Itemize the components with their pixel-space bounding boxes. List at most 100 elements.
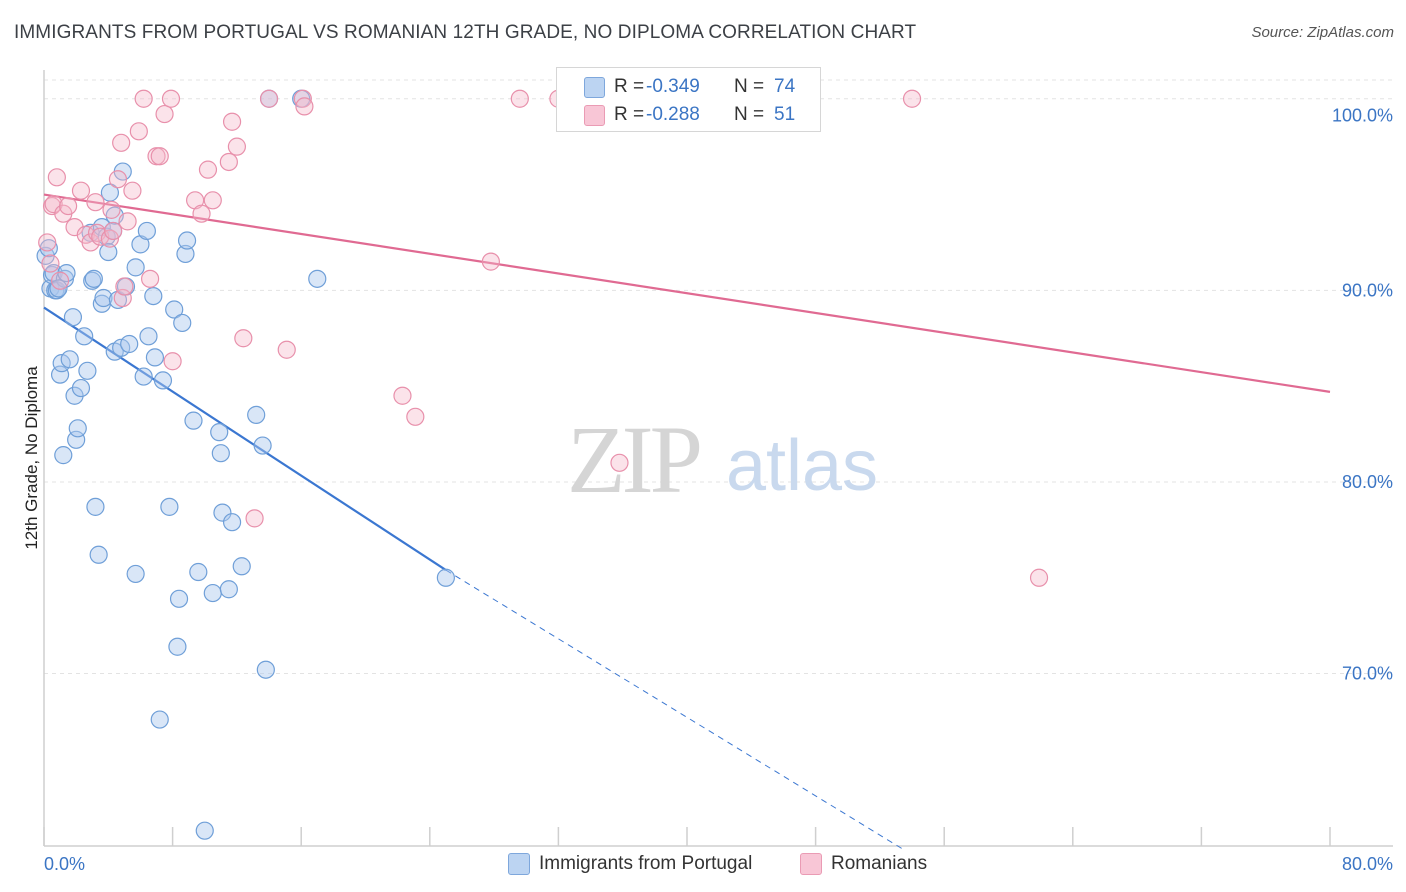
trend-line-portugal-extrapolated <box>445 569 905 851</box>
data-point-romanians <box>1029 568 1049 587</box>
data-point-portugal <box>126 564 145 584</box>
data-point-portugal <box>173 313 192 333</box>
data-point-romanians <box>219 152 238 172</box>
data-point-portugal <box>60 350 79 369</box>
data-point-romanians <box>902 89 922 108</box>
data-point-portugal <box>126 258 145 277</box>
data-point-romanians <box>104 221 123 241</box>
trend-lines <box>43 193 1331 851</box>
data-point-portugal <box>94 288 113 308</box>
stats-legend: R = -0.349 N = 74 R = -0.288 N = 51 <box>556 67 821 132</box>
data-point-portugal <box>63 308 83 327</box>
data-point-portugal <box>137 221 156 241</box>
legend-swatch-pink <box>800 853 822 875</box>
data-point-romanians <box>108 170 128 189</box>
legend-n-label: N = <box>734 76 765 97</box>
data-point-portugal <box>153 371 173 390</box>
data-point-romanians <box>113 288 132 308</box>
data-point-romanians <box>161 89 181 108</box>
axes <box>43 70 1393 847</box>
data-point-romanians <box>393 386 412 405</box>
data-point-romanians <box>41 254 60 273</box>
data-point-portugal <box>210 423 229 442</box>
data-point-romanians <box>150 147 169 166</box>
source-label: Source: ZipAtlas.com <box>1251 24 1394 41</box>
data-point-portugal <box>169 589 189 608</box>
legend-r-value: -0.288 <box>646 104 700 125</box>
trend-line-portugal <box>43 306 447 572</box>
data-point-romanians <box>227 137 246 156</box>
data-point-portugal <box>203 583 222 603</box>
data-point-romanians <box>198 160 218 179</box>
data-point-romanians <box>510 89 529 108</box>
legend-swatch-blue <box>508 853 530 875</box>
tick-labels: 70.0% 80.0% 90.0% 100.0% 0.0% 80.0% <box>44 106 1393 874</box>
legend-r-value: -0.349 <box>646 76 700 97</box>
legend-r-label: R = <box>614 76 645 97</box>
data-point-portugal <box>436 568 455 587</box>
data-point-portugal <box>211 444 230 463</box>
data-point-portugal <box>139 327 158 346</box>
legend-label-portugal: Immigrants from Portugal <box>539 853 753 874</box>
data-point-portugal <box>222 513 242 532</box>
data-point-romanians <box>44 195 63 214</box>
data-point-romanians <box>47 168 66 187</box>
data-point-portugal <box>145 348 165 367</box>
data-point-portugal <box>120 334 139 354</box>
data-point-romanians <box>234 329 253 348</box>
watermark-atlas: atlas <box>726 426 878 506</box>
data-point-portugal <box>189 562 208 582</box>
x-tick-label: 0.0% <box>44 854 85 874</box>
data-point-romanians <box>295 97 314 116</box>
data-point-portugal <box>99 242 118 262</box>
data-point-portugal <box>308 269 327 288</box>
data-point-romanians <box>245 509 264 528</box>
series-romanians <box>38 89 1049 587</box>
data-point-romanians <box>71 181 91 200</box>
legend-n-label: N = <box>734 104 765 125</box>
trend-line-romanians <box>43 193 1331 393</box>
data-point-portugal <box>168 637 187 656</box>
data-point-portugal <box>50 365 70 384</box>
data-point-portugal <box>134 367 153 386</box>
data-point-romanians <box>118 212 137 231</box>
legend-n-value: 74 <box>774 76 796 97</box>
data-point-romanians <box>50 271 70 290</box>
data-point-romanians <box>259 89 279 108</box>
data-point-portugal <box>75 327 94 346</box>
grid-lines <box>44 79 1393 675</box>
data-point-portugal <box>71 378 91 398</box>
data-point-portugal <box>49 279 68 298</box>
data-point-romanians <box>192 204 211 223</box>
data-point-portugal <box>54 446 73 465</box>
data-point-portugal <box>195 821 214 840</box>
data-point-portugal <box>253 436 272 455</box>
data-point-romanians <box>129 122 148 141</box>
data-point-portugal <box>219 580 238 599</box>
data-point-romanians <box>86 193 105 212</box>
data-point-romanians <box>102 200 121 219</box>
data-point-portugal <box>176 244 195 264</box>
legend-swatch-pink <box>584 105 605 126</box>
data-point-portugal <box>184 411 203 430</box>
y-tick-label: 100.0% <box>1332 106 1393 126</box>
data-point-portugal <box>144 286 163 306</box>
data-point-portugal <box>150 710 169 729</box>
data-point-portugal <box>89 545 108 564</box>
legend-n-value: 51 <box>774 104 796 125</box>
data-point-portugal <box>213 503 232 522</box>
data-point-romanians <box>610 453 629 472</box>
data-point-romanians <box>163 352 182 371</box>
y-tick-label: 80.0% <box>1342 472 1393 492</box>
data-point-portugal <box>160 497 179 516</box>
data-point-portugal <box>67 430 86 449</box>
data-point-romanians <box>203 191 222 210</box>
data-point-portugal <box>256 660 275 679</box>
data-point-romanians <box>155 104 174 124</box>
data-point-romanians <box>277 340 296 359</box>
data-point-portugal <box>86 497 105 516</box>
data-point-romanians <box>406 407 425 426</box>
data-point-romanians <box>112 133 131 152</box>
x-tick-label: 80.0% <box>1342 854 1393 874</box>
